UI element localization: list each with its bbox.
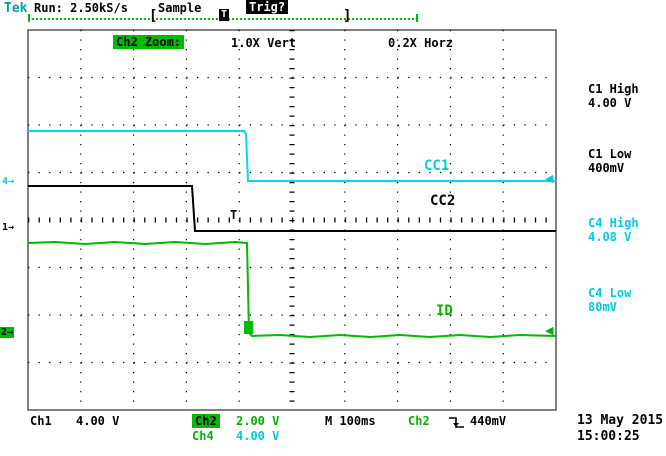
trigger-point-marker [244, 321, 253, 334]
trigger-level: 440mV [470, 414, 507, 428]
zoom-channel-label: Ch2 Zoom: [113, 35, 185, 49]
measurement-value: 400mV [588, 161, 625, 175]
trigger-slope-falling-icon [449, 417, 464, 428]
zoom-vertical-factor: 1.0X Vert [231, 36, 297, 50]
measurement-label: C4 High [588, 216, 639, 230]
measurement-c1-low: C1 Low 400mV [588, 147, 631, 175]
trace-id [27, 240, 557, 339]
record-bar-right-tick [416, 14, 418, 22]
ch4-position-marker: 4→ [2, 176, 15, 187]
wave-label-id: ID [436, 303, 453, 319]
wave-label-cc1: CC1 [424, 158, 450, 174]
measurement-c1-high: C1 High 4.00 V [588, 82, 639, 110]
measurement-label: C4 Low [588, 286, 632, 300]
ch2-label-badge: Ch2 [192, 414, 220, 428]
trigger-time-marker: T [230, 208, 238, 222]
acquisition-mode: Sample [158, 1, 202, 15]
run-status: Run: 2.50kS/s [34, 1, 128, 15]
ch1-scale: 4.00 V [76, 414, 120, 428]
record-window-right-bracket: ] [343, 8, 352, 24]
tek-logo: Tek [4, 1, 28, 16]
measurement-label: C1 High [588, 82, 639, 96]
measurement-value: 80mV [588, 300, 617, 314]
wave-label-cc2: CC2 [430, 193, 456, 209]
measurement-label: C1 Low [588, 147, 632, 161]
time-readout: 15:00:25 [577, 429, 640, 444]
trace-cc2 [28, 185, 556, 232]
timebase: M 100ms [325, 414, 376, 428]
ch4-label: Ch4 [192, 429, 214, 443]
measurement-c4-high: C4 High 4.08 V [588, 216, 639, 244]
ch2-scale: 2.00 V [236, 414, 280, 428]
trigger-source: Ch2 [408, 414, 430, 428]
record-window-left-bracket: [ [149, 8, 158, 24]
ch4-scale: 4.00 V [236, 429, 280, 443]
waveform-traces [27, 130, 557, 339]
ch2-position-marker: 2→ [0, 327, 15, 338]
ch1-position-marker: 1→ [2, 222, 15, 233]
ch1-label: Ch1 [30, 414, 52, 428]
measurement-value: 4.08 V [588, 230, 632, 244]
zoom-horizontal-factor: 0.2X Horz [388, 36, 454, 50]
trigger-status-badge: Trig? [246, 0, 289, 14]
measurement-c4-low: C4 Low 80mV [588, 286, 631, 314]
record-bar-left-tick [28, 14, 30, 22]
record-trigger-position-marker: T [219, 9, 230, 21]
measurement-value: 4.00 V [588, 96, 632, 110]
ch4-level-arrow-icon: ◀ [545, 172, 554, 185]
trace-cc1 [28, 130, 556, 182]
date-readout: 13 May 2015 [577, 413, 664, 428]
ch2-level-arrow-icon: ◀ [545, 324, 554, 337]
